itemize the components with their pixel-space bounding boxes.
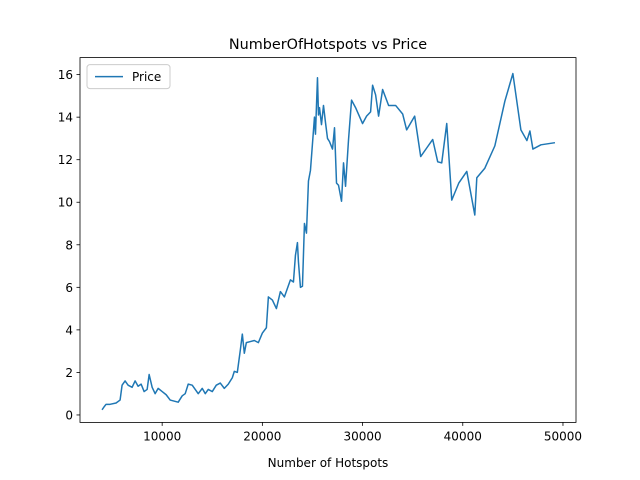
price-line [101,72,556,411]
x-axis-label: Number of Hotspots [268,456,389,470]
legend-label: Price [132,70,161,84]
axes-frame [79,57,577,423]
y-tick-label: 12 [58,153,73,167]
y-tick-label: 2 [65,366,73,380]
y-tick-label: 6 [65,281,73,295]
chart-title: NumberOfHotspots vs Price [229,37,427,53]
x-tick-label: 10000 [143,429,181,443]
legend-box [86,64,171,90]
x-tick-label: 20000 [243,429,281,443]
y-tick-label: 8 [65,238,73,252]
x-tick-label: 40000 [444,429,482,443]
y-tick-label: 14 [58,111,73,125]
y-tick-label: 4 [65,323,73,337]
y-tick-label: 16 [58,68,73,82]
y-tick-label: 10 [58,196,73,210]
x-tick-label: 50000 [544,429,582,443]
y-tick-label: 0 [65,408,73,422]
x-tick-label: 30000 [343,429,381,443]
